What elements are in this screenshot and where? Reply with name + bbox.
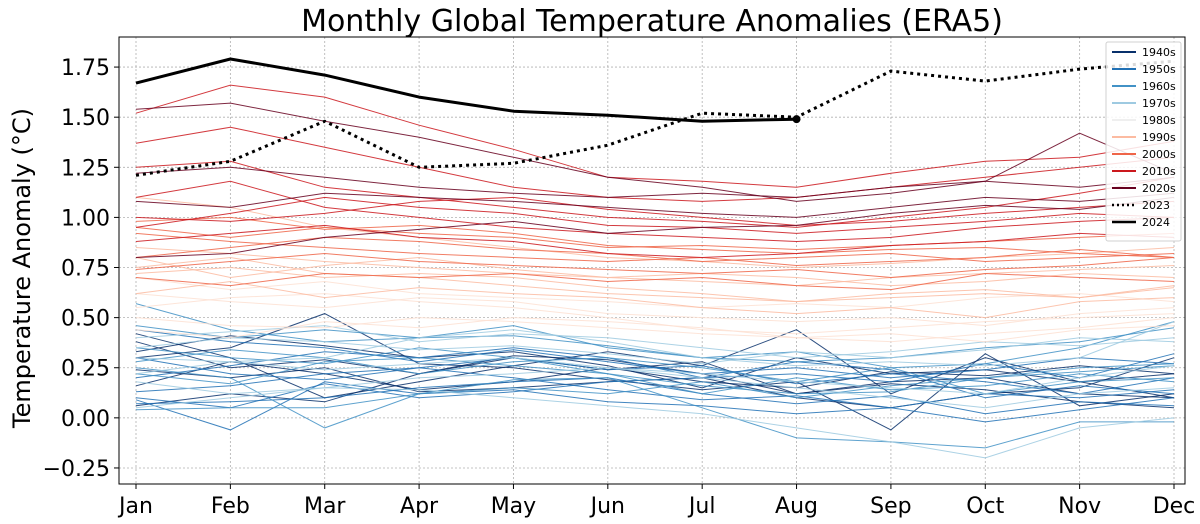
y-axis-label: Temperature Anomaly (°C): [8, 108, 36, 429]
series-line-2020s: [135, 196, 1175, 258]
y-tick-label: 1.50: [61, 106, 110, 131]
legend-label: 2023: [1142, 199, 1170, 212]
series-line-1980s: [135, 293, 1175, 335]
y-tick-label: 1.25: [61, 156, 110, 181]
series-line-1970s: [135, 387, 1175, 459]
legend-label: 1980s: [1142, 114, 1176, 127]
series-line-1980s: [135, 317, 1175, 343]
series-line-1960s: [135, 321, 1175, 369]
series-line-2000s: [135, 232, 1175, 267]
chart-title: Monthly Global Temperature Anomalies (ER…: [301, 4, 1003, 39]
series-line-1970s: [135, 321, 1175, 375]
y-tick-label: 0.25: [61, 357, 110, 382]
series-line-1950s: [135, 367, 1175, 409]
decade-lines: [135, 84, 1175, 459]
series-line-1960s: [135, 357, 1175, 395]
x-tick-label: Mar: [304, 494, 346, 519]
series-line-1970s: [135, 325, 1175, 359]
series-line-1980s: [135, 293, 1175, 327]
series-line-2020s: [135, 192, 1175, 218]
series-line-1960s: [135, 303, 1175, 363]
x-tick-label: Jul: [687, 494, 716, 519]
x-tick-label: Feb: [211, 494, 250, 519]
x-tick-label: May: [491, 494, 536, 519]
series-line-1990s: [135, 196, 1175, 269]
series-line-2010s: [135, 180, 1175, 243]
series-line-1970s: [135, 337, 1175, 365]
legend-label: 2000s: [1142, 148, 1176, 161]
series-line-2023: [135, 59, 1175, 177]
series-line-1990s: [135, 280, 1175, 319]
series-line-1940s: [135, 335, 1175, 399]
series-line-2010s: [135, 196, 1175, 226]
x-tick-label: Aug: [775, 494, 818, 519]
legend: 1940s 1950s 1960s 1970s 1980s 1990s 2000s 2010s…: [1105, 41, 1182, 242]
legend-label: 1970s: [1142, 97, 1176, 110]
series-line-1970s: [135, 357, 1175, 395]
series-line-1940s: [135, 341, 1175, 399]
legend-label: 1990s: [1142, 131, 1176, 144]
series-line-2010s: [135, 224, 1175, 259]
series-line-2020s: [135, 166, 1175, 198]
legend-label: 2020s: [1142, 182, 1176, 195]
series-line-1960s: [135, 347, 1175, 395]
series-line-2020s: [135, 102, 1175, 202]
series-line-1940s: [135, 361, 1175, 391]
series-line-1960s: [135, 363, 1175, 429]
x-tick-label: Jan: [117, 494, 153, 519]
legend-box: [1105, 41, 1182, 242]
legend-label: 1960s: [1142, 80, 1176, 93]
legend-label: 1940s: [1142, 46, 1176, 59]
series-line-1970s: [135, 367, 1175, 409]
series-line-1960s: [135, 349, 1175, 395]
legend-label: 1950s: [1142, 63, 1176, 76]
series-line-2000s: [135, 252, 1175, 279]
series-endpoint-2024: [792, 115, 801, 124]
series-line-2000s: [135, 216, 1175, 258]
y-tick-label: 1.75: [61, 56, 110, 81]
series-line-1960s: [135, 377, 1174, 449]
series-line-1980s: [135, 317, 1175, 343]
series-line-2010s: [135, 196, 1175, 234]
series-line-1950s: [135, 381, 1175, 431]
series-line-1950s: [135, 377, 1175, 415]
x-tick-label: Oct: [966, 494, 1004, 519]
series-line-1990s: [135, 256, 1175, 287]
grid: [119, 37, 1185, 484]
series-line-1980s: [135, 277, 1175, 309]
series-line-2000s: [135, 272, 1175, 291]
y-tick-label: 0.75: [61, 257, 110, 282]
x-tick-label: Sep: [870, 494, 911, 519]
x-tick-label: Nov: [1058, 494, 1101, 519]
series-line-2024: [135, 57, 797, 123]
y-tick-label: 0.00: [61, 407, 110, 432]
x-tick-label: Jun: [589, 494, 625, 519]
x-tick-label: Apr: [400, 494, 439, 519]
series-line-2010s: [135, 160, 1175, 228]
series-line-1950s: [135, 329, 1175, 379]
y-tick-label: 1.00: [61, 206, 110, 231]
series-line-2000s: [135, 226, 1175, 251]
legend-label: 2010s: [1142, 165, 1176, 178]
series-line-2000s: [135, 236, 1175, 263]
axis-ticks: Jan Feb Mar Apr May Jun Jul Aug Sep Oct Nov Dec −0.2…: [43, 56, 1196, 519]
highlight-lines: [135, 57, 1175, 177]
plot-area-frame: [118, 36, 1186, 485]
series-line-2010s: [135, 126, 1175, 202]
legend-label: 2024: [1142, 216, 1170, 229]
y-tick-label: 0.50: [61, 307, 110, 332]
y-tick-label: −0.25: [43, 457, 110, 482]
series-line-1990s: [135, 256, 1175, 303]
series-line-1940s: [135, 313, 1175, 431]
series-line-2010s: [135, 84, 1175, 188]
x-tick-label: Dec: [1153, 494, 1196, 519]
